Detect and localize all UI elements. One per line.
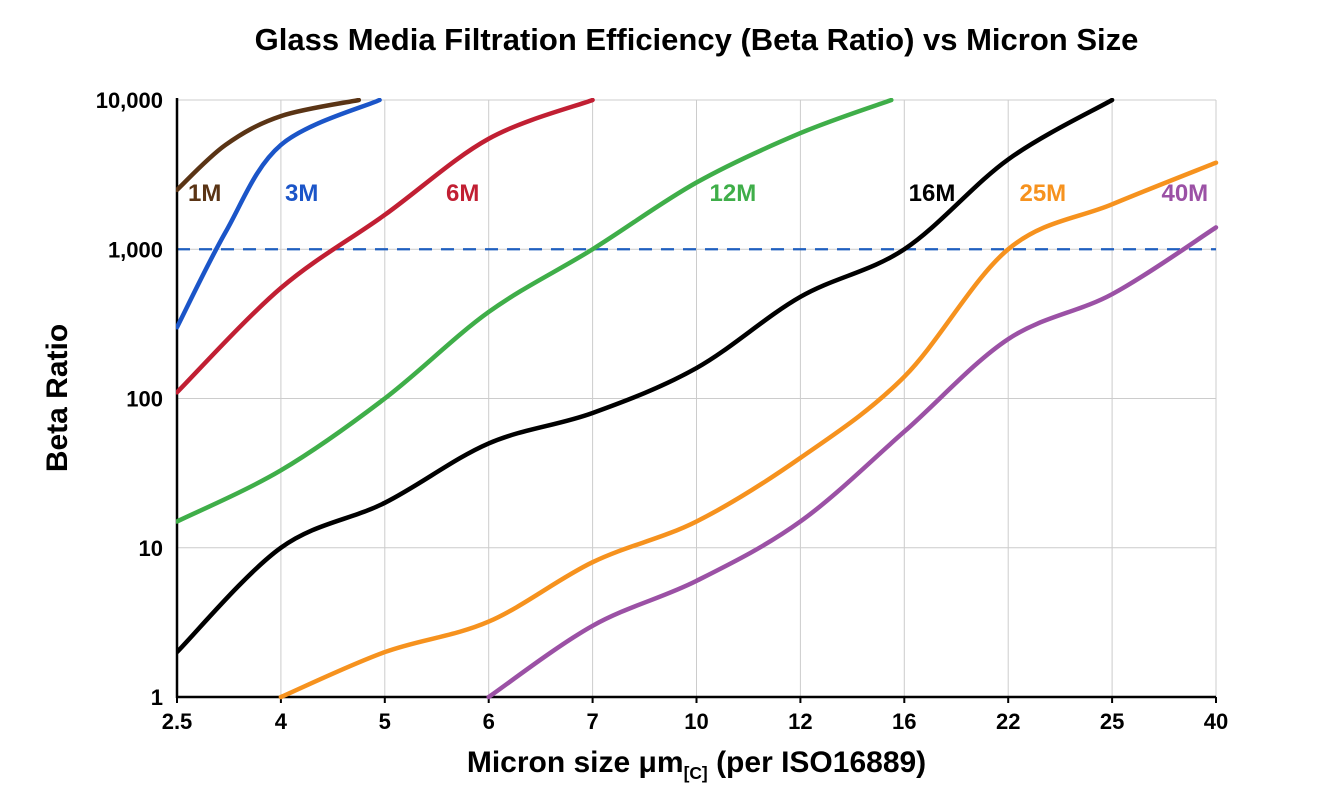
x-tick-label: 12 (788, 709, 812, 734)
series-label-6M: 6M (446, 180, 479, 207)
x-tick-label: 10 (684, 709, 708, 734)
y-tick-label: 10 (139, 536, 163, 561)
x-axis-label-prefix: Micron size μm (466, 746, 684, 779)
x-tick-label: 16 (892, 709, 916, 734)
x-tick-label: 6 (483, 709, 495, 734)
curve-40M (486, 225, 1219, 700)
y-tick-label: 1,000 (108, 237, 163, 262)
x-tick-label: 40 (1204, 709, 1228, 734)
x-axis-label-subscript: [C] (683, 763, 708, 783)
y-tick-label: 100 (126, 387, 163, 412)
x-tick-label: 2.5 (162, 709, 193, 734)
series-label-40M: 40M (1161, 180, 1208, 207)
x-tick-label: 5 (379, 709, 391, 734)
curve-25M (278, 160, 1219, 700)
series-label-16M: 16M (909, 180, 956, 207)
y-axis-label: Beta Ratio (41, 323, 74, 473)
y-tick-label: 1 (151, 685, 163, 710)
series-label-25M: 25M (1019, 180, 1066, 207)
curve-6M (176, 98, 595, 395)
y-tick-label: 10,000 (96, 88, 163, 113)
series-label-3M: 3M (285, 180, 318, 207)
curve-1M (176, 98, 362, 193)
series-label-12M: 12M (710, 180, 757, 207)
x-tick-label: 4 (275, 709, 288, 734)
curve-3M (176, 98, 382, 330)
x-axis-label: Micron size μm[C] (per ISO16889) (177, 746, 1216, 784)
x-axis-label-suffix: (per ISO16889) (707, 746, 927, 779)
curve-12M (176, 98, 894, 524)
curve-16M (176, 98, 1115, 655)
series-label-1M: 1M (188, 180, 221, 207)
x-tick-label: 22 (996, 709, 1020, 734)
chart-title: Glass Media Filtration Efficiency (Beta … (254, 22, 1139, 57)
x-tick-label: 7 (586, 709, 598, 734)
x-tick-label: 25 (1100, 709, 1124, 734)
series-curves (176, 98, 1219, 700)
